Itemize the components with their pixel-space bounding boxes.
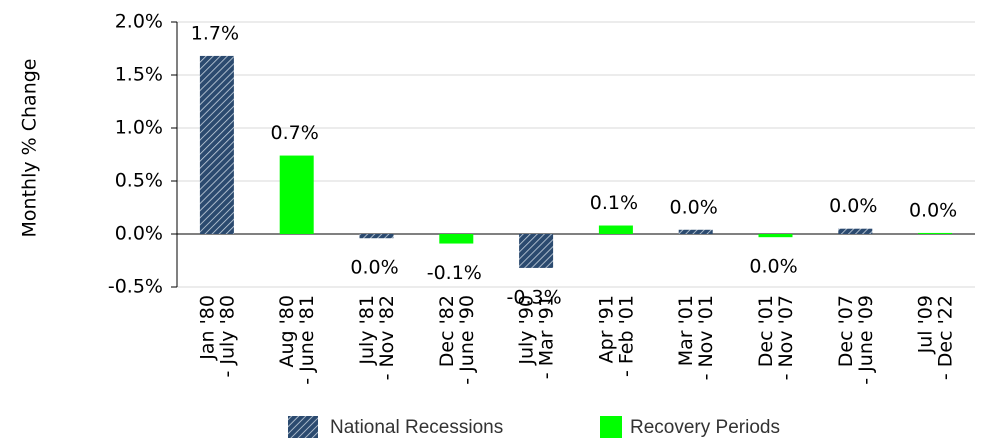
value-label: 0.1%: [590, 192, 638, 214]
x-tick-label: - Nov '07: [775, 295, 797, 380]
x-tick-label: - June '90: [456, 295, 478, 385]
bar: [918, 232, 953, 234]
value-label: -0.1%: [427, 262, 482, 284]
x-tick-label: - July '80: [216, 295, 238, 378]
x-tick-label: - June '09: [855, 295, 877, 385]
x-tick-label: - Dec '22: [935, 295, 957, 380]
bar: [519, 234, 554, 268]
y-tick-label: 2.0%: [115, 11, 163, 33]
y-tick-label: -0.5%: [108, 276, 163, 298]
value-label: 1.7%: [191, 22, 239, 44]
legend-swatch: [600, 416, 622, 438]
bar: [758, 234, 793, 238]
value-label: 0.0%: [670, 196, 718, 218]
x-tick-label: - Mar '91: [536, 295, 558, 379]
legend-text: National Recessions: [330, 417, 503, 438]
y-axis-title: Monthly % Change: [19, 59, 41, 238]
bar: [359, 234, 394, 239]
x-tick-label: Jan '80: [196, 295, 218, 361]
bar: [838, 228, 873, 234]
bar: [598, 225, 633, 234]
x-tick-label: July '90: [516, 295, 538, 366]
y-tick-label: 1.5%: [115, 64, 163, 86]
y-tick-label: 0.5%: [115, 170, 163, 192]
legend-text: Recovery Periods: [630, 417, 780, 438]
x-tick-label: - Nov '01: [695, 295, 717, 380]
x-tick-label: Dec '07: [835, 295, 857, 367]
x-tick-label: July '81: [356, 295, 378, 366]
bar: [279, 155, 314, 234]
y-tick-label: 1.0%: [115, 117, 163, 139]
value-label: 0.0%: [829, 195, 877, 217]
x-tick-label: Jul '09: [915, 295, 937, 354]
x-tick-label: - June '81: [296, 295, 318, 385]
x-tick-label: Mar '01: [675, 295, 697, 366]
x-tick-label: Aug '80: [276, 295, 298, 368]
x-tick-label: Dec '01: [755, 295, 777, 367]
bar: [678, 229, 713, 234]
value-label: -0.3%: [507, 286, 562, 308]
legend-swatch: [288, 416, 318, 438]
x-tick-label: - Nov '82: [376, 295, 398, 380]
value-label: 0.7%: [271, 122, 319, 144]
value-label: 0.0%: [909, 199, 957, 221]
value-label: 0.0%: [350, 257, 398, 279]
x-tick-label: - Feb '01: [615, 295, 637, 377]
x-tick-label: Apr '91: [595, 295, 617, 363]
bar: [439, 234, 474, 244]
x-tick-label: Dec '82: [436, 295, 458, 367]
bar: [199, 55, 234, 234]
value-label: 0.0%: [749, 256, 797, 278]
y-tick-label: 0.0%: [115, 223, 163, 245]
